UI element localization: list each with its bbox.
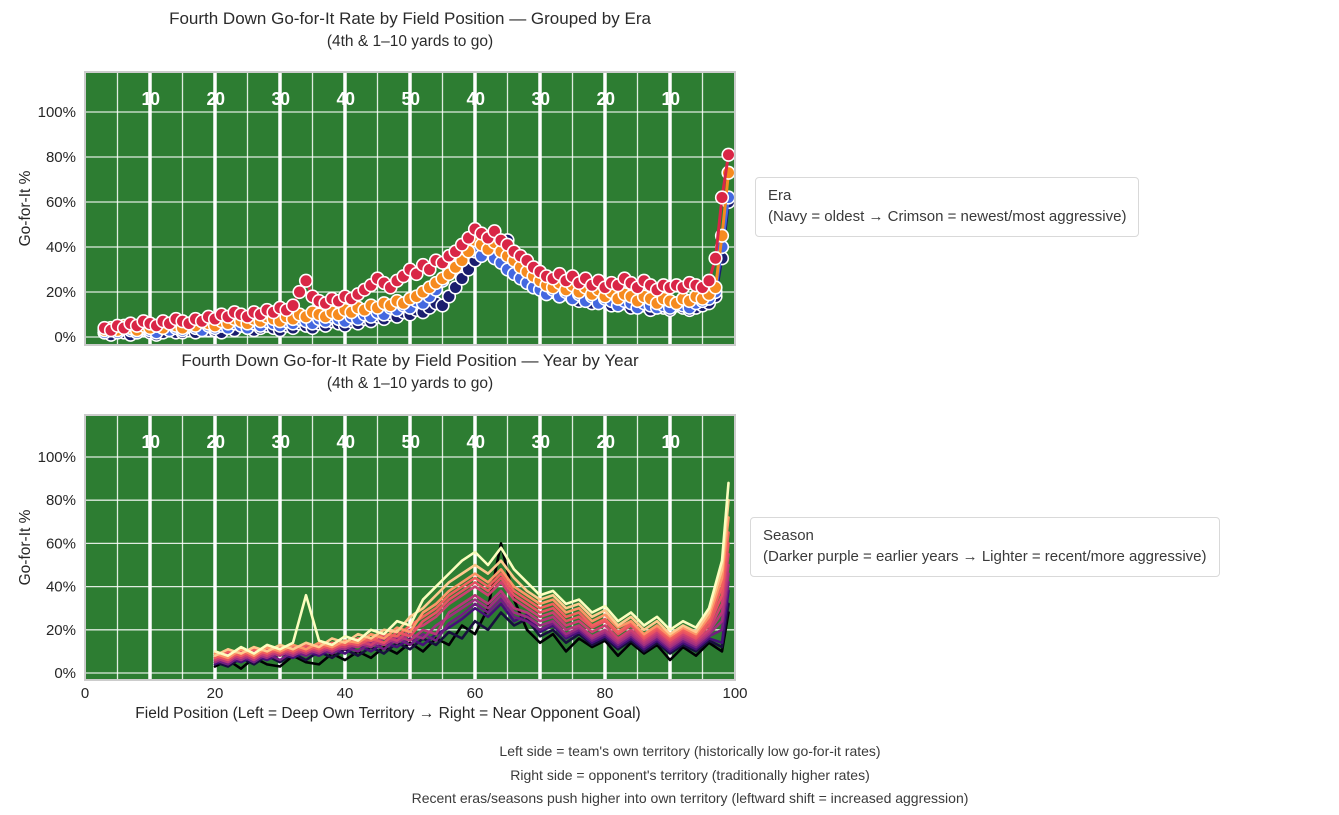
- y-axis-tick: 100%: [38, 104, 76, 121]
- field-gridlines: [85, 72, 735, 345]
- yard-number: 30: [271, 89, 290, 109]
- yard-number: 30: [531, 89, 550, 109]
- footnote-right-side: Right side = opponent's territory (tradi…: [510, 766, 870, 783]
- yard-number: 20: [206, 432, 225, 452]
- y-axis-tick: 20%: [46, 622, 76, 639]
- x-axis-tick: 0: [81, 685, 89, 702]
- year-chart-title-block: Fourth Down Go-for-It Rate by Field Posi…: [85, 349, 735, 395]
- x-axis-tick: 40: [337, 685, 354, 702]
- footnote-left-side: Left side = team's own territory (histor…: [499, 743, 881, 759]
- x-axis-tick: 100: [722, 685, 747, 702]
- yard-number: 50: [401, 89, 420, 109]
- yard-number: 20: [596, 432, 615, 452]
- yard-number: 10: [661, 432, 680, 452]
- series-season-11: [213, 498, 730, 658]
- era-chart-title: Fourth Down Go-for-It Rate by Field Posi…: [169, 9, 651, 28]
- yard-number: 40: [466, 432, 485, 452]
- footnote-recent-eras: Recent eras/seasons push higher into own…: [411, 790, 969, 806]
- footnotes-block: Left side = team's own territory (histor…: [40, 740, 1339, 811]
- series-season-01-darkest: [213, 542, 730, 670]
- era-legend-subtitle: (Navy = oldest → Crimson = newest/most a…: [768, 208, 1127, 225]
- season-legend-title: Season: [763, 527, 814, 544]
- y-axis-tick: 80%: [46, 149, 76, 166]
- y-axis-tick: 80%: [46, 492, 76, 509]
- year-chart-canvas: 10 20 30 40 50 40 30 20 100%20%40%60%80%100%0 20 4…: [17, 414, 748, 702]
- yard-number: 20: [596, 89, 615, 109]
- yard-numbers: 10 20 30 40 50 40 30 20 10: [141, 432, 681, 452]
- series-season-04: [213, 580, 730, 666]
- x-axis-tick: 20: [207, 685, 224, 702]
- y-axis-tick: 20%: [46, 284, 76, 301]
- y-axis-label: Go-for-It %: [17, 170, 34, 246]
- yard-numbers: 10 20 30 40 50 40 30 20 10: [141, 89, 681, 109]
- y-axis-tick: 40%: [46, 579, 76, 596]
- yard-number: 10: [661, 89, 680, 109]
- era-chart-title-block: Fourth Down Go-for-It Rate by Field Posi…: [85, 7, 735, 53]
- yard-number: 40: [336, 432, 355, 452]
- field-gridlines: [85, 415, 735, 680]
- series-season-06: [213, 563, 730, 664]
- era-chart-subtitle: (4th & 1–10 yards to go): [326, 33, 494, 50]
- x-axis-tick: 60: [467, 685, 484, 702]
- yard-number: 10: [141, 432, 160, 452]
- series-season-02: [213, 602, 730, 668]
- era-chart-canvas: 10 20 30 40 50 40 30 20 100%20%40%60%80%100%Go-f…: [17, 71, 736, 346]
- series-season-12-lightest: [213, 481, 730, 658]
- y-axis-tick: 0%: [54, 329, 76, 346]
- yard-number: 10: [141, 89, 160, 109]
- yard-number: 30: [271, 432, 290, 452]
- season-legend: Season (Darker purple = earlier years → …: [750, 517, 1220, 577]
- plot-border: [84, 414, 736, 681]
- y-axis-tick: 100%: [38, 449, 76, 466]
- series-season-10: [213, 516, 730, 660]
- yard-number: 40: [466, 89, 485, 109]
- year-chart-subtitle: (4th & 1–10 yards to go): [326, 375, 494, 392]
- year-chart-title: Fourth Down Go-for-It Rate by Field Posi…: [181, 351, 639, 370]
- y-axis-tick: 60%: [46, 535, 76, 552]
- x-axis-tick: 80: [597, 685, 614, 702]
- plot-border: [84, 71, 736, 346]
- season-legend-subtitle: (Darker purple = earlier years → Lighter…: [763, 548, 1207, 565]
- yard-number: 50: [401, 432, 420, 452]
- yard-number: 40: [336, 89, 355, 109]
- y-axis-label: Go-for-It %: [17, 509, 34, 585]
- yard-number: 30: [531, 432, 550, 452]
- y-axis-tick: 40%: [46, 239, 76, 256]
- x-axis-label: Field Position (Left = Deep Own Territor…: [135, 705, 641, 722]
- series-season-08: [213, 542, 730, 662]
- era-legend: Era (Navy = oldest → Crimson = newest/mo…: [755, 177, 1140, 237]
- era-legend-title: Era: [768, 187, 792, 204]
- y-axis-tick: 0%: [54, 665, 76, 682]
- series-era-4-newest-crimson: [97, 147, 736, 338]
- y-axis-tick: 60%: [46, 194, 76, 211]
- yard-number: 20: [206, 89, 225, 109]
